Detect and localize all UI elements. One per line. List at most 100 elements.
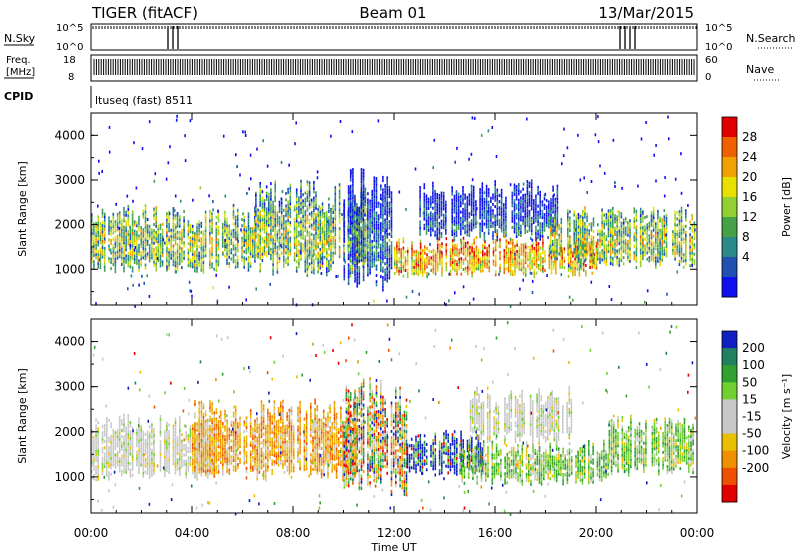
power-echo-cell	[635, 225, 638, 229]
power-echo-cell	[179, 240, 181, 244]
power-echo-cell	[330, 254, 332, 258]
power-echo-cell	[367, 217, 369, 221]
power-echo-cell	[189, 227, 192, 231]
power-echo-cell	[486, 253, 488, 257]
power-echo-cell	[388, 223, 391, 227]
power-echo-cell	[110, 267, 112, 271]
power-echo-cell	[585, 248, 587, 252]
power-echo-cell	[232, 228, 235, 232]
power-echo-cell	[176, 215, 179, 219]
power-echo-cell	[358, 234, 361, 238]
power-echo-cell	[380, 206, 382, 210]
power-echo-cell	[140, 244, 142, 248]
power-echo-cell	[589, 266, 591, 269]
power-echo-cell	[481, 188, 484, 192]
power-echo-cell	[332, 254, 334, 258]
power-echo-cell	[334, 192, 337, 196]
power-echo-cell	[236, 246, 239, 250]
power-echo-cell	[601, 211, 603, 215]
power-echo-cell	[243, 243, 245, 247]
power-echo-cell	[349, 271, 352, 275]
power-echo-cell	[505, 242, 508, 246]
power-echo-cell	[424, 267, 426, 271]
power-echo-cell	[390, 228, 393, 232]
power-echo-cell	[541, 228, 544, 232]
power-echo-cell	[194, 253, 196, 257]
power-echo-cell	[125, 245, 127, 249]
power-echo-cell	[586, 216, 588, 219]
power-echo-cell	[511, 226, 514, 229]
power-echo-cell	[187, 223, 190, 227]
power-echo-cell	[356, 256, 358, 260]
power-echo-cell	[574, 244, 576, 248]
power-echo-cell	[384, 224, 386, 228]
power-echo-cell	[112, 225, 115, 229]
power-echo-cell	[439, 252, 441, 256]
power-echo-cell	[330, 245, 332, 249]
power-echo-cell	[127, 251, 130, 255]
power-echo-cell	[386, 260, 388, 264]
power-echo-cell	[515, 213, 518, 217]
power-echo-cell	[515, 203, 518, 207]
power-echo-cell	[451, 245, 454, 249]
power-echo-cell	[451, 198, 453, 202]
power-echo-cell	[287, 256, 289, 260]
power-echo-cell	[635, 247, 638, 251]
power-echo-cell	[453, 210, 456, 214]
power-echo-cell	[283, 208, 285, 212]
freq-tick-bottom: 8	[68, 72, 74, 83]
power-echo-cell	[539, 268, 542, 272]
power-echo-cell	[326, 248, 328, 252]
power-echo-cell	[315, 203, 317, 207]
power-echo-cell	[484, 240, 486, 243]
power-echo-cell	[304, 222, 307, 226]
power-echo-cell	[293, 208, 296, 212]
power-echo-cell	[157, 240, 160, 244]
power-echo-cell	[166, 215, 168, 219]
power-echo-cell	[259, 213, 261, 217]
power-echo-cell	[499, 266, 501, 270]
power-echo-cell	[413, 269, 415, 272]
power-echo-cell	[191, 231, 194, 234]
power-echo-cell	[423, 186, 426, 190]
power-echo-cell	[584, 209, 586, 213]
power-echo-cell	[382, 213, 384, 217]
power-echo-cell	[503, 221, 505, 225]
power-echo-cell	[612, 263, 614, 267]
power-echo-cell	[272, 266, 274, 270]
power-echo-cell	[527, 251, 529, 255]
power-echo-cell	[580, 239, 583, 243]
power-echo-cell	[432, 194, 434, 198]
power-echo-cell	[539, 190, 541, 194]
power-echo-cell	[384, 227, 386, 231]
power-echo-cell	[455, 212, 458, 215]
power-echo-cell	[215, 234, 218, 238]
power-echo-cell	[584, 225, 586, 228]
power-echo-cell	[369, 205, 371, 209]
power-echo-cell	[352, 183, 354, 187]
power-echo-cell	[550, 201, 552, 205]
power-echo-cell	[423, 208, 426, 212]
power-echo-cell	[321, 202, 324, 206]
power-echo-cell	[373, 229, 376, 233]
power-echo-cell	[103, 221, 106, 225]
power-echo-cell	[93, 250, 95, 254]
power-echo-cell	[382, 244, 384, 248]
power-echo-cell	[191, 249, 194, 253]
power-echo-cell	[352, 246, 354, 250]
power-echo-cell	[97, 227, 99, 231]
power-echo-cell	[419, 214, 421, 218]
power-echo-cell	[252, 245, 254, 249]
power-echo-cell	[356, 225, 358, 229]
power-echo-cell	[241, 218, 243, 221]
power-echo-cell	[593, 253, 596, 257]
power-echo-cell	[382, 200, 384, 204]
power-echo-cell	[217, 213, 220, 217]
power-echo-cell	[554, 216, 556, 220]
power-echo-cell	[518, 226, 520, 230]
power-echo-cell	[144, 226, 147, 229]
power-echo-cell	[300, 257, 302, 261]
power-echo-cell	[460, 210, 462, 214]
power-echo-cell	[360, 174, 363, 178]
power-echo-cell	[360, 168, 363, 172]
